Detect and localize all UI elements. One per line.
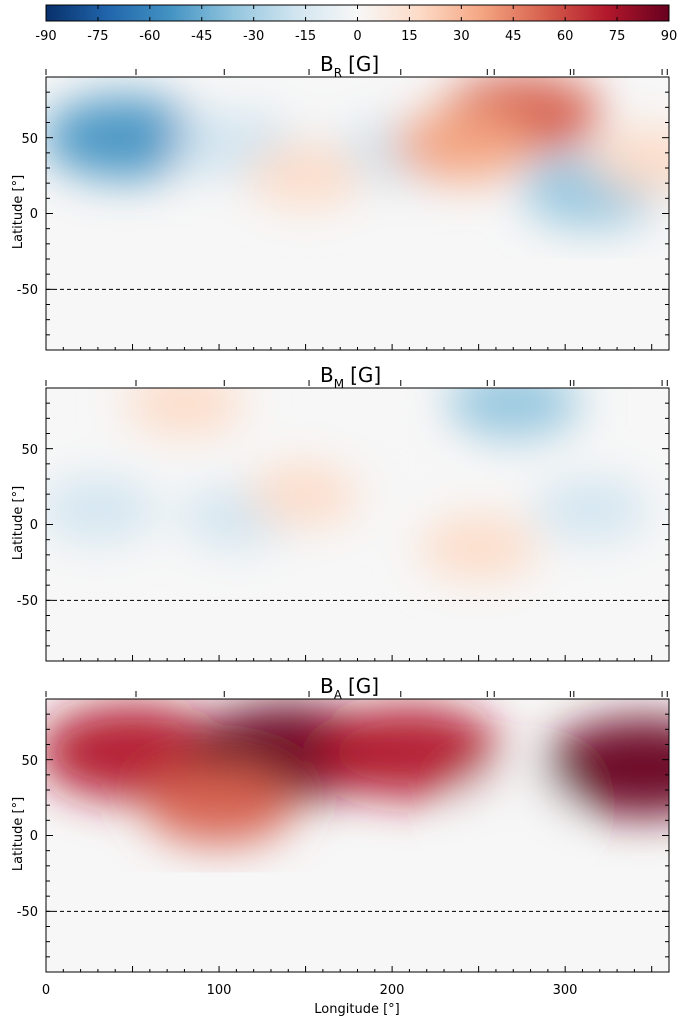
colorbar-tick-label: 90 <box>661 29 678 44</box>
panel-ba: BA [G] Latitude [°] 50 0 -50 0 100 200 30… <box>11 674 678 1017</box>
colorbar-tick-label: 15 <box>401 29 418 44</box>
heatmap-feature <box>247 144 364 207</box>
heatmap-feature <box>144 766 294 844</box>
x-tick-label-100: 100 <box>207 983 232 998</box>
x-tick-label-0: 0 <box>42 983 50 998</box>
panel-title-bm: BM [G] <box>320 363 381 391</box>
y-tick-label-bm-0: 0 <box>30 518 38 533</box>
colorbar: -90 -75 -60 -45 -30 -15 0 15 30 45 60 75 90 <box>35 5 677 44</box>
y-tick-label-br-minus50: -50 <box>17 283 38 298</box>
heatmap-feature <box>460 776 566 834</box>
panel-title-br: BR [G] <box>320 52 379 80</box>
colorbar-tick-label: 75 <box>609 29 626 44</box>
panel-br: BR [G] Latitude [°] 50 0 -50 <box>11 52 678 350</box>
panel-bm: BM [G] Latitude [°] 50 0 -50 <box>11 363 669 661</box>
heatmap-feature <box>338 434 447 494</box>
x-tick-label-200: 200 <box>380 983 405 998</box>
y-tick-label-bm-minus50: -50 <box>17 594 38 609</box>
colorbar-tick-label: -60 <box>139 29 160 44</box>
y-tick-label-ba-minus50: -50 <box>17 905 38 920</box>
heatmap-field <box>38 699 678 972</box>
y-tick-label-br-0: 0 <box>30 207 38 222</box>
y-tick-label-ba-0: 0 <box>30 829 38 844</box>
colorbar-tick-label: -15 <box>295 29 316 44</box>
heatmap-feature <box>533 478 650 541</box>
heatmap-field <box>38 368 669 661</box>
heatmap-feature <box>419 515 539 580</box>
colorbar-tick-label: -45 <box>191 29 212 44</box>
colorbar-tick-label: -30 <box>243 29 264 44</box>
colorbar-tick-label: -90 <box>35 29 56 44</box>
heatmap-feature <box>447 368 580 439</box>
heatmap-feature <box>124 371 244 436</box>
panel-title-ba: BA [G] <box>320 674 379 702</box>
heatmap-field <box>43 73 678 350</box>
y-axis-label-ba: Latitude [°] <box>11 797 26 871</box>
y-axis-label-bm: Latitude [°] <box>11 486 26 560</box>
x-axis-label: Longitude [°] <box>314 1002 399 1017</box>
x-tick-label-300: 300 <box>553 983 578 998</box>
colorbar-tick-label: -75 <box>87 29 108 44</box>
heatmap-feature <box>38 477 158 542</box>
heatmap-feature <box>392 109 531 182</box>
colorbar-tick-label: 45 <box>505 29 522 44</box>
colorbar-tick-label: 30 <box>453 29 470 44</box>
y-tick-label-br-50: 50 <box>21 132 38 147</box>
colorbar-tick-label: 60 <box>557 29 574 44</box>
heatmap-feature <box>318 706 501 799</box>
y-axis-label-br: Latitude [°] <box>11 175 26 249</box>
y-tick-label-bm-50: 50 <box>21 443 38 458</box>
colorbar-tick-label: 0 <box>353 29 361 44</box>
y-tick-label-ba-50: 50 <box>21 754 38 769</box>
